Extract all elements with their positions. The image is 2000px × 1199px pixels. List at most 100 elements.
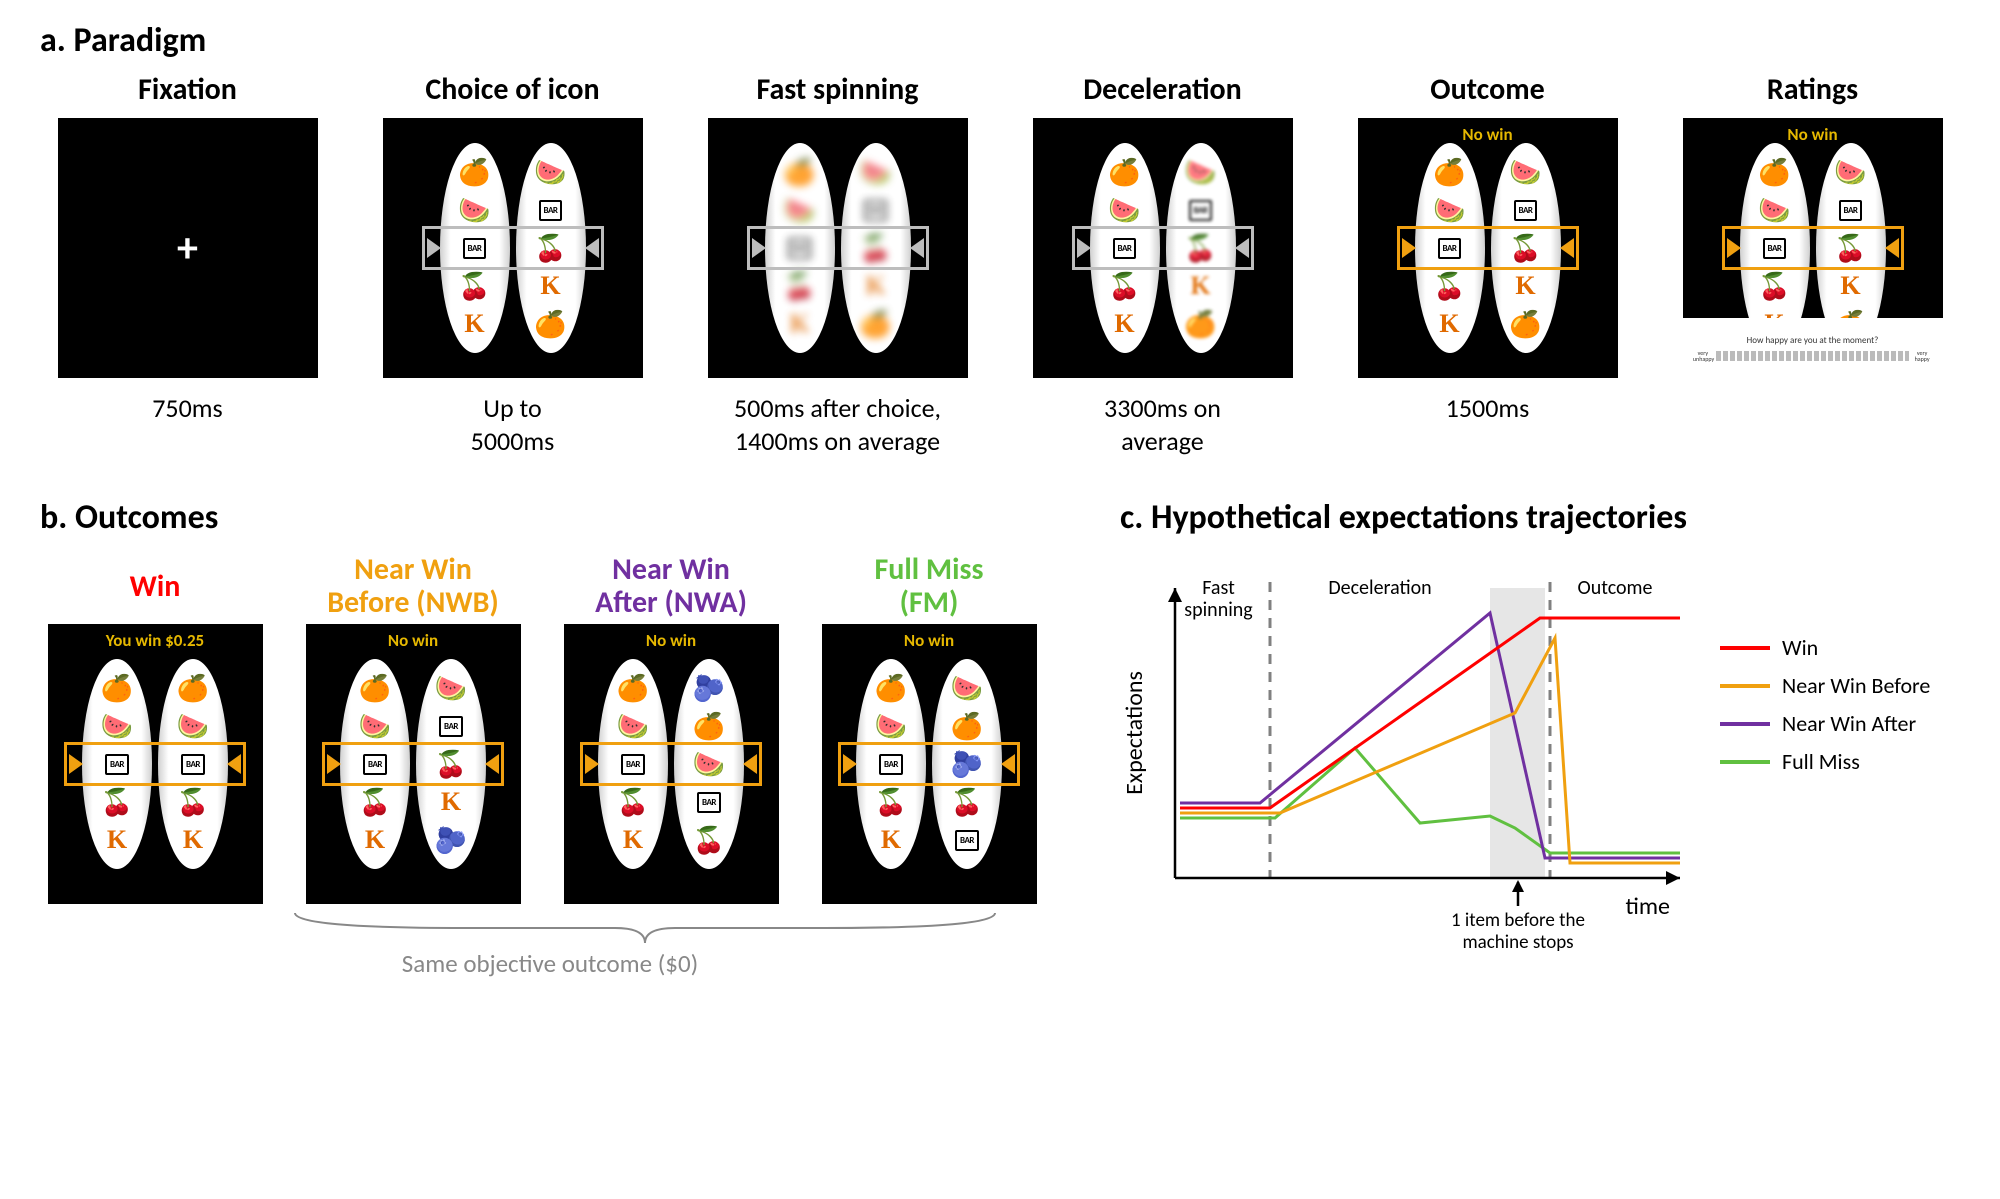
slot-K: K bbox=[431, 785, 471, 819]
stage-choice-of-icon: Choice of icon 🍊🍉BAR🍒K🍉BAR🍒K🍊 Up to5000m… bbox=[365, 71, 660, 457]
slot-bar: BAR bbox=[97, 747, 137, 781]
rating-track bbox=[1716, 351, 1909, 361]
outcome-label: Full Miss(FM) bbox=[875, 548, 984, 624]
slot-bar: BAR bbox=[1181, 193, 1221, 227]
slot-bar: BAR bbox=[1506, 193, 1546, 227]
slot-K: K bbox=[1831, 269, 1871, 303]
slot-K: K bbox=[455, 307, 495, 341]
slot-orange: 🍊 bbox=[1506, 307, 1546, 341]
slot-melon: 🍉 bbox=[431, 671, 471, 705]
slot-cherry: 🍒 bbox=[531, 231, 571, 265]
stage-title: Ratings bbox=[1767, 71, 1858, 108]
stage-fast-spinning: Fast spinning 🍊🍉BAR🍒K🍉BAR🍒K🍊 500ms after… bbox=[690, 71, 985, 457]
slot-K: K bbox=[1506, 269, 1546, 303]
slot-reels: 🍊🍉BAR🍒K 🍉🍊🫐🍒BAR bbox=[856, 659, 1002, 869]
slot-cherry: 🍒 bbox=[455, 269, 495, 303]
svg-text:machine stops: machine stops bbox=[1462, 931, 1573, 954]
stage-panel: 🍊🍉BAR🍒K🍉BAR🍒K🍊 bbox=[383, 118, 643, 378]
slot-bar: BAR bbox=[355, 747, 395, 781]
stage-panel: + bbox=[58, 118, 318, 378]
slot-bar: BAR bbox=[1430, 231, 1470, 265]
outcomes-row: Win You win $0.25 🍊 🍉 BAR 🍒 K 🍊 🍉 BAR 🍒 K Near W… bbox=[40, 548, 1060, 904]
panel-c-title: c. Hypothetical expectations trajectorie… bbox=[1120, 497, 1980, 538]
stage-title: Deceleration bbox=[1083, 71, 1241, 108]
slot-cherry: 🍒 bbox=[1831, 231, 1871, 265]
slot-cherry: 🍒 bbox=[97, 785, 137, 819]
slot-K: K bbox=[1105, 307, 1145, 341]
slot-K: K bbox=[531, 269, 571, 303]
slot-cherry: 🍒 bbox=[173, 785, 213, 819]
stage-title: Outcome bbox=[1430, 71, 1544, 108]
outcome-label: Near WinAfter (NWA) bbox=[595, 548, 747, 624]
slot-orange: 🍊 bbox=[355, 671, 395, 705]
stage-panel: 🍊🍉BAR🍒K🍉BAR🍒K🍊 bbox=[708, 118, 968, 378]
svg-text:1 item before the: 1 item before the bbox=[1451, 909, 1585, 932]
slot-melon: 🍉 bbox=[947, 671, 987, 705]
rating-scale-left: very unhappy bbox=[1693, 350, 1713, 362]
slot-reels: 🍊🍉BAR🍒K🍉BAR🍒K🍊 bbox=[765, 143, 911, 353]
slot-melon: 🍉 bbox=[871, 709, 911, 743]
stage-deceleration: Deceleration 🍊🍉BAR🍒K🍉BAR🍒K🍊 3300ms onave… bbox=[1015, 71, 1310, 457]
slot-melon: 🍉 bbox=[455, 193, 495, 227]
slot-melon: 🍉 bbox=[780, 193, 820, 227]
outcomes-brace: Same objective outcome ($0) bbox=[40, 908, 1060, 979]
slot-melon: 🍉 bbox=[1755, 193, 1795, 227]
svg-text:Fast: Fast bbox=[1202, 576, 1235, 600]
stage-fixation: Fixation + 750ms bbox=[40, 71, 335, 457]
slot-cherry: 🍒 bbox=[689, 823, 729, 857]
slot-bar: BAR bbox=[947, 823, 987, 857]
slot-orange: 🍊 bbox=[856, 307, 896, 341]
rating-scale-right: very happy bbox=[1912, 350, 1932, 362]
stage-title: Choice of icon bbox=[425, 71, 599, 108]
stage-panel: 🍊🍉BAR🍒K🍉BAR🍒K🍊 bbox=[1033, 118, 1293, 378]
slot-orange: 🍊 bbox=[173, 671, 213, 705]
slot-reels: 🍊🍉BAR🍒K🍉BAR🍒K🍊 bbox=[440, 143, 586, 353]
svg-text:Outcome: Outcome bbox=[1578, 576, 1653, 600]
lower-row: b. Outcomes Win You win $0.25 🍊🍉BAR🍒K 🍊🍉… bbox=[40, 497, 1960, 979]
slot-reels: 🍊🍉BAR🍒K 🫐🍊🍉BAR🍒 bbox=[598, 659, 744, 869]
slot-plum: 🫐 bbox=[689, 671, 729, 705]
slot-melon: 🍉 bbox=[173, 709, 213, 743]
slot-bar: BAR bbox=[1831, 193, 1871, 227]
trajectory-chart: timeExpectationsFastspinningDeceleration… bbox=[1120, 558, 1980, 958]
slot-K: K bbox=[856, 269, 896, 303]
outcome-header: No win bbox=[1683, 124, 1943, 145]
outcome-panel: No win 🍊🍉BAR🍒K 🍉🍊🫐🍒BAR bbox=[822, 624, 1037, 904]
slot-melon: 🍉 bbox=[1105, 193, 1145, 227]
slot-bar: BAR bbox=[871, 747, 911, 781]
slot-cherry: 🍒 bbox=[871, 785, 911, 819]
slot-cherry: 🍒 bbox=[431, 747, 471, 781]
slot-cherry: 🍒 bbox=[1430, 269, 1470, 303]
outcome-header: You win $0.25 bbox=[48, 630, 263, 651]
slot-orange: 🍊 bbox=[780, 155, 820, 189]
svg-text:Full Miss: Full Miss bbox=[1782, 748, 1860, 775]
slot-K: K bbox=[97, 823, 137, 857]
slot-melon: 🍉 bbox=[1430, 193, 1470, 227]
slot-orange: 🍊 bbox=[1755, 155, 1795, 189]
slot-orange: 🍊 bbox=[455, 155, 495, 189]
slot-melon: 🍉 bbox=[856, 155, 896, 189]
slot-orange: 🍊 bbox=[1430, 155, 1470, 189]
outcome-panel: No win 🍊🍉BAR🍒K 🫐🍊🍉BAR🍒 bbox=[564, 624, 779, 904]
slot-cherry: 🍒 bbox=[947, 785, 987, 819]
outcome-label: Win bbox=[130, 548, 181, 624]
slot-melon: 🍉 bbox=[613, 709, 653, 743]
outcome-header: No win bbox=[306, 630, 521, 651]
slot-plum: 🫐 bbox=[947, 747, 987, 781]
stage-panel: No win🍊🍉BAR🍒K🍉BAR🍒K🍊 How happy are you a… bbox=[1683, 118, 1943, 378]
slot-orange: 🍊 bbox=[689, 709, 729, 743]
slot-reels: 🍊🍉BAR🍒K 🍊🍉BAR🍒K bbox=[82, 659, 228, 869]
slot-melon: 🍉 bbox=[355, 709, 395, 743]
outcome-header: No win bbox=[1358, 124, 1618, 145]
series-win bbox=[1180, 618, 1680, 808]
slot-reels: 🍊🍉BAR🍒K🍉BAR🍒K🍊 bbox=[1415, 143, 1561, 353]
brace-caption: Same objective outcome ($0) bbox=[402, 948, 698, 979]
slot-orange: 🍊 bbox=[1105, 155, 1145, 189]
slot-bar: BAR bbox=[431, 709, 471, 743]
slot-cherry: 🍒 bbox=[355, 785, 395, 819]
stage-caption: Up to5000ms bbox=[471, 392, 555, 457]
svg-text:time: time bbox=[1626, 892, 1671, 921]
slot-K: K bbox=[1430, 307, 1470, 341]
slot-melon: 🍉 bbox=[1506, 155, 1546, 189]
svg-text:Expectations: Expectations bbox=[1120, 671, 1149, 795]
